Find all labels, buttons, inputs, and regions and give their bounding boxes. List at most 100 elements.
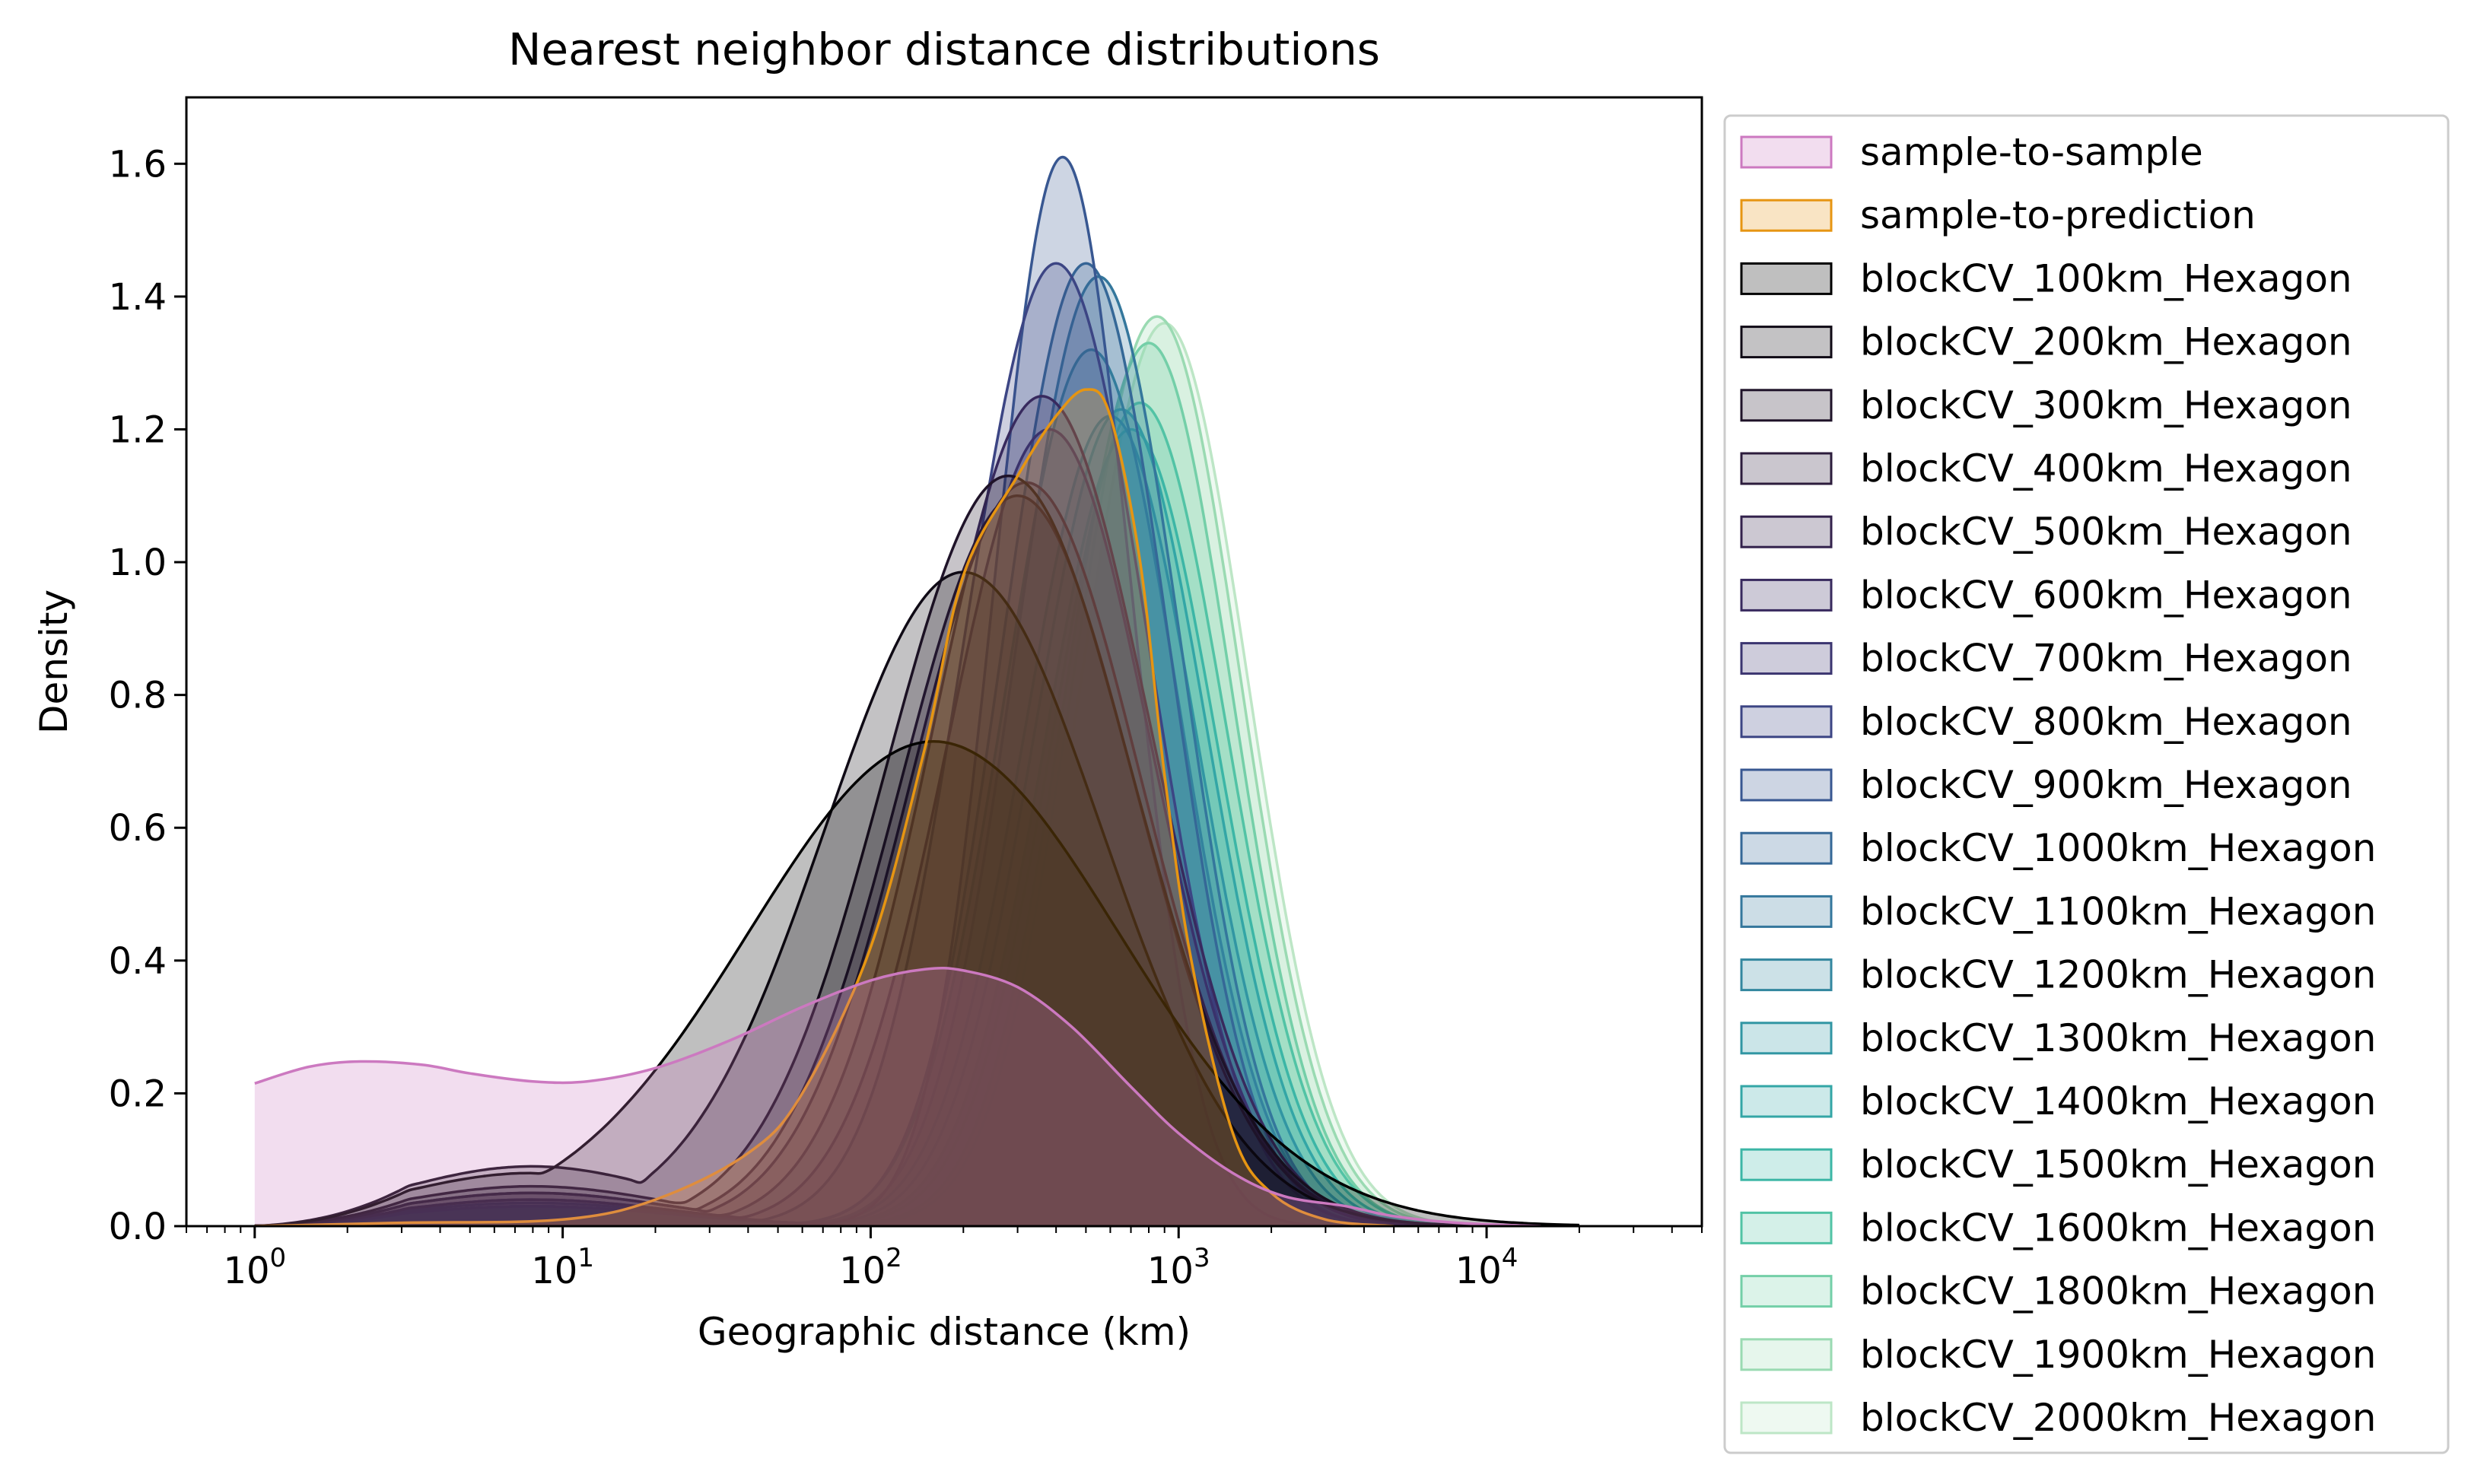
- x-axis: 100 101 102 103 104: [186, 1226, 1703, 1292]
- legend-entry-blockcv-1100km-hexagon: blockCV_1100km_Hexagon: [1740, 889, 2376, 933]
- y-tick-label: 0.6: [109, 807, 167, 850]
- y-tick-label: 1.4: [109, 276, 167, 319]
- chart-title: Nearest neighbor distance distributions: [508, 24, 1380, 75]
- legend-swatch: [1740, 1211, 1833, 1244]
- legend-frame: [1723, 114, 2450, 1454]
- series-blockcv-200km-hexagon: [254, 570, 1579, 1226]
- legend-swatch: [1740, 705, 1833, 739]
- area-blockcv-1300km-hexagon: [254, 416, 1579, 1226]
- line-blockcv-300km-hexagon: [254, 474, 1579, 1226]
- legend-entry-blockcv-1200km-hexagon: blockCV_1200km_Hexagon: [1740, 953, 2376, 997]
- legend-swatch: [1740, 1148, 1833, 1181]
- area-blockcv-100km-hexagon: [254, 741, 1579, 1226]
- legend-entry-blockcv-1300km-hexagon: blockCV_1300km_Hexagon: [1740, 1016, 2376, 1060]
- legend-entry-blockcv-300km-hexagon: blockCV_300km_Hexagon: [1740, 383, 2352, 427]
- legend-swatch: [1740, 326, 1833, 359]
- legend-swatch: [1740, 262, 1833, 295]
- legend-entry-blockcv-2000km-hexagon: blockCV_2000km_Hexagon: [1740, 1396, 2376, 1440]
- legend-entry-blockcv-700km-hexagon: blockCV_700km_Hexagon: [1740, 637, 2352, 681]
- x-tick-label: 101: [531, 1243, 594, 1292]
- legend-swatch: [1740, 831, 1833, 865]
- legend-entry-blockcv-1900km-hexagon: blockCV_1900km_Hexagon: [1740, 1333, 2376, 1377]
- legend-entry-blockcv-1500km-hexagon: blockCV_1500km_Hexagon: [1740, 1142, 2376, 1187]
- legend-entry-sample-to-prediction: sample-to-prediction: [1740, 193, 2256, 237]
- legend-label: blockCV_900km_Hexagon: [1860, 763, 2352, 807]
- y-tick-label: 1.2: [109, 408, 167, 451]
- legend-entry-sample-to-sample: sample-to-sample: [1740, 130, 2203, 174]
- y-tick-label: 0.0: [109, 1206, 167, 1248]
- legend: sample-to-sample sample-to-prediction bloc…: [1723, 114, 2450, 1454]
- x-tick-label: 103: [1147, 1243, 1210, 1292]
- plot-frame: [185, 96, 1703, 1228]
- legend-label: blockCV_1300km_Hexagon: [1860, 1016, 2376, 1060]
- legend-label: sample-to-sample: [1860, 130, 2203, 174]
- area-blockcv-300km-hexagon: [254, 475, 1579, 1226]
- plot-area: [254, 155, 1579, 1226]
- legend-label: blockCV_1200km_Hexagon: [1860, 953, 2376, 997]
- y-axis-label: Density: [32, 589, 76, 734]
- y-tick-label: 0.2: [109, 1072, 167, 1115]
- series-sample-to-sample: [254, 966, 1541, 1226]
- area-blockcv-1400km-hexagon: [254, 409, 1579, 1226]
- legend-entry-blockcv-600km-hexagon: blockCV_600km_Hexagon: [1740, 573, 2352, 617]
- legend-swatch: [1740, 135, 1833, 169]
- legend-label: blockCV_1100km_Hexagon: [1860, 889, 2376, 933]
- legend-entry-blockcv-1800km-hexagon: blockCV_1800km_Hexagon: [1740, 1270, 2376, 1314]
- legend-entry-blockcv-900km-hexagon: blockCV_900km_Hexagon: [1740, 763, 2352, 807]
- line-sample-to-prediction: [254, 388, 1395, 1226]
- x-tick-label: 104: [1455, 1243, 1519, 1292]
- legend-swatch: [1740, 1401, 1833, 1435]
- legend-entry-blockcv-1600km-hexagon: blockCV_1600km_Hexagon: [1740, 1206, 2376, 1250]
- series-blockcv-100km-hexagon: [254, 740, 1579, 1226]
- x-tick-label: 102: [839, 1243, 902, 1292]
- area-blockcv-1500km-hexagon: [254, 429, 1579, 1226]
- legend-entry-blockcv-1400km-hexagon: blockCV_1400km_Hexagon: [1740, 1079, 2376, 1123]
- series-blockcv-300km-hexagon: [254, 474, 1579, 1226]
- legend-swatch: [1740, 1022, 1833, 1055]
- area-blockcv-1600km-hexagon: [254, 402, 1579, 1226]
- area-sample-to-sample: [254, 968, 1541, 1226]
- legend-swatch: [1740, 1085, 1833, 1118]
- legend-label: blockCV_1500km_Hexagon: [1860, 1142, 2376, 1187]
- legend-swatch: [1740, 199, 1833, 232]
- legend-swatch: [1740, 578, 1833, 612]
- area-blockcv-600km-hexagon: [254, 396, 1579, 1226]
- legend-label: blockCV_1400km_Hexagon: [1860, 1079, 2376, 1123]
- line-blockcv-200km-hexagon: [254, 570, 1579, 1226]
- area-blockcv-500km-hexagon: [254, 482, 1579, 1226]
- legend-entry-blockcv-200km-hexagon: blockCV_200km_Hexagon: [1740, 320, 2352, 364]
- legend-swatch: [1740, 958, 1833, 992]
- legend-entry-blockcv-1000km-hexagon: blockCV_1000km_Hexagon: [1740, 826, 2376, 870]
- legend-label: blockCV_2000km_Hexagon: [1860, 1396, 2376, 1440]
- legend-label: blockCV_400km_Hexagon: [1860, 446, 2352, 491]
- legend-label: blockCV_1800km_Hexagon: [1860, 1270, 2376, 1314]
- y-axis: 0.0 0.2 0.4 0.6 0.8 1.0 1.2 1.4 1.6: [109, 143, 186, 1248]
- x-tick-label: 100: [223, 1243, 286, 1292]
- legend-label: blockCV_100km_Hexagon: [1860, 256, 2352, 300]
- line-sample-to-sample: [254, 966, 1541, 1226]
- area-sample-to-prediction: [254, 389, 1395, 1226]
- legend-swatch: [1740, 642, 1833, 675]
- series-sample-to-prediction: [254, 388, 1395, 1226]
- legend-swatch: [1740, 1275, 1833, 1308]
- legend-label: blockCV_1900km_Hexagon: [1860, 1333, 2376, 1377]
- area-blockcv-700km-hexagon: [254, 429, 1579, 1226]
- legend-swatch: [1740, 452, 1833, 485]
- legend-swatch: [1740, 389, 1833, 422]
- area-blockcv-400km-hexagon: [254, 495, 1579, 1226]
- area-blockcv-200km-hexagon: [254, 572, 1579, 1226]
- legend-swatch: [1740, 1338, 1833, 1371]
- legend-swatch: [1740, 768, 1833, 802]
- legend-label: blockCV_600km_Hexagon: [1860, 573, 2352, 617]
- y-tick-label: 0.8: [109, 675, 167, 717]
- legend-label: blockCV_1000km_Hexagon: [1860, 826, 2376, 870]
- legend-swatch: [1740, 515, 1833, 548]
- x-axis-label: Geographic distance (km): [698, 1310, 1191, 1354]
- legend-swatch: [1740, 895, 1833, 928]
- legend-label: blockCV_500km_Hexagon: [1860, 510, 2352, 554]
- series-blockcv-800km-hexagon: [254, 262, 1579, 1226]
- y-tick-label: 1.0: [109, 542, 167, 584]
- legend-entry-blockcv-500km-hexagon: blockCV_500km_Hexagon: [1740, 510, 2352, 554]
